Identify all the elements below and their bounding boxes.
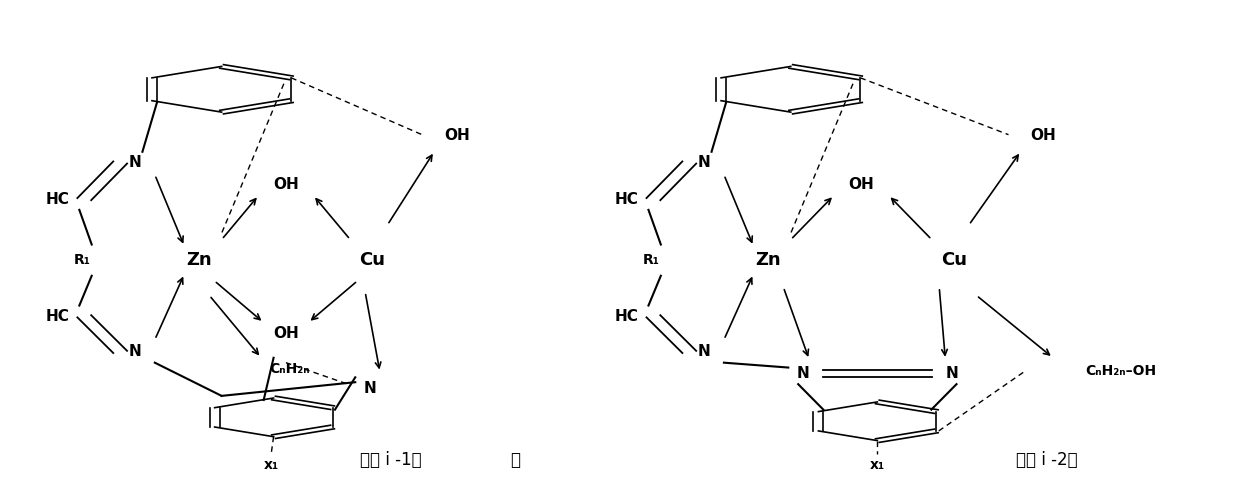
Text: x₁: x₁ [264, 458, 279, 472]
Text: Zn: Zn [186, 251, 212, 269]
Text: R₁: R₁ [73, 253, 91, 267]
Text: Cu: Cu [941, 251, 967, 269]
Text: 式（ i -1）: 式（ i -1） [361, 451, 422, 469]
Text: CₙH₂ₙ: CₙH₂ₙ [269, 361, 310, 376]
Text: Cu: Cu [360, 251, 386, 269]
Text: OH: OH [848, 177, 874, 192]
Text: CₙH₂ₙ–OH: CₙH₂ₙ–OH [1085, 364, 1157, 379]
Text: HC: HC [614, 309, 639, 324]
Text: x₁: x₁ [869, 458, 885, 472]
Text: HC: HC [614, 191, 639, 207]
Text: 式（ i -2）: 式（ i -2） [1016, 451, 1078, 469]
Text: OH: OH [444, 128, 470, 143]
Text: OH: OH [1030, 128, 1056, 143]
Text: Zn: Zn [755, 251, 781, 269]
Text: 或: 或 [510, 451, 520, 469]
Text: N: N [363, 381, 377, 396]
Text: N: N [129, 155, 141, 170]
Text: N: N [129, 344, 141, 359]
Text: HC: HC [45, 309, 69, 324]
Text: R₁: R₁ [642, 253, 660, 267]
Text: HC: HC [45, 191, 69, 207]
Text: N: N [945, 366, 959, 381]
Text: N: N [698, 344, 711, 359]
Text: N: N [797, 366, 810, 381]
Text: OH: OH [273, 326, 299, 341]
Text: OH: OH [273, 177, 299, 192]
Text: N: N [698, 155, 711, 170]
